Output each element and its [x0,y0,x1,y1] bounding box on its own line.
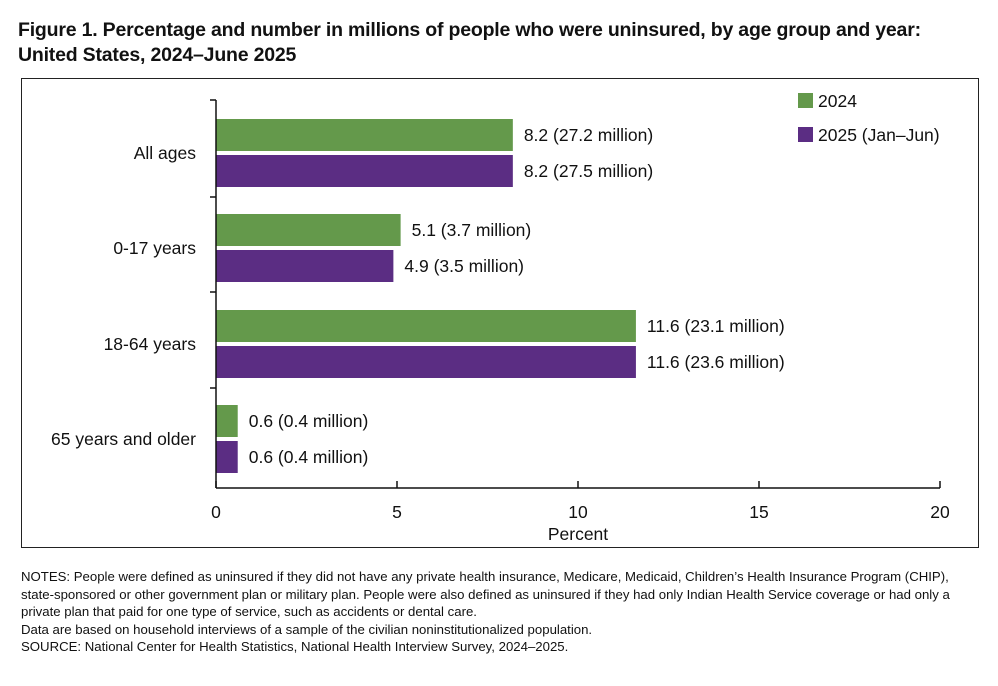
data-description: Data are based on household interviews o… [21,621,593,637]
source-text: SOURCE: National Center for Health Stati… [21,639,569,655]
legend-swatch [798,127,813,142]
notes-text: NOTES: People were defined as uninsured … [21,569,950,620]
bar [216,441,238,473]
legend: 2024 2025 (Jan–Jun) [798,91,940,145]
bar-data-label: 11.6 (23.6 million) [647,352,785,372]
category-label: 18-64 years [104,334,197,354]
x-axis-title: Percent [548,524,608,544]
bar-data-label: 4.9 (3.5 million) [404,256,524,276]
bar [216,155,513,187]
bar [216,214,401,246]
bar [216,310,636,342]
x-tick-label: 15 [749,502,768,522]
category-label: 0-17 years [113,238,196,258]
x-tick-label: 20 [930,502,950,522]
legend-label: 2024 [818,91,857,111]
category-label: All ages [134,143,197,163]
x-tick-label: 5 [392,502,402,522]
bar [216,346,636,378]
x-tick-label: 0 [211,502,221,522]
bar [216,119,513,151]
bar-data-label: 8.2 (27.2 million) [524,125,653,145]
bar-data-label: 0.6 (0.4 million) [249,447,369,467]
category-label: 65 years and older [51,429,196,449]
x-tick-label: 10 [568,502,588,522]
chart-title: Figure 1. Percentage and number in milli… [18,19,921,66]
legend-swatch [798,93,813,108]
bar-data-label: 8.2 (27.5 million) [524,161,653,181]
chart-frame [21,78,979,548]
bar-chart: 8.2 (27.2 million) 8.2 (27.5 million) All … [51,91,950,544]
legend-label: 2025 (Jan–Jun) [818,125,940,145]
bar-data-label: 11.6 (23.1 million) [647,316,785,336]
bar [216,250,394,282]
bar-data-label: 5.1 (3.7 million) [412,220,532,240]
bar-data-label: 0.6 (0.4 million) [249,411,369,431]
bar [216,405,238,437]
notes: NOTES: People were defined as uninsured … [21,568,981,656]
